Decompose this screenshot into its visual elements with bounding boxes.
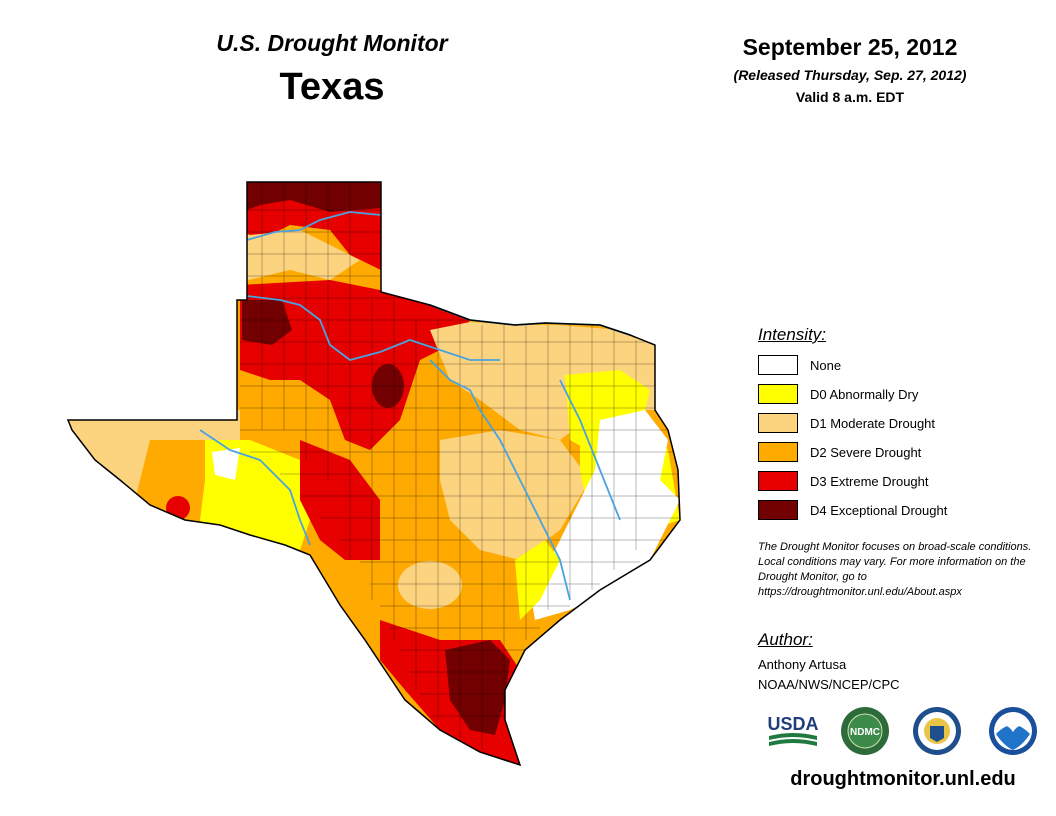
legend-label: None	[810, 357, 842, 373]
legend-label: D3 Extreme Drought	[810, 473, 929, 489]
trinity-river	[559, 379, 621, 521]
usda-logo-text: USDA	[767, 714, 818, 734]
legend-item-d3: D3 Extreme Drought	[758, 471, 929, 491]
texas-outline	[66, 181, 681, 767]
drought-d4-panhandle-north	[247, 182, 381, 212]
usda-logo: USDA	[767, 714, 819, 746]
drought-d3-edwards-plateau	[300, 440, 380, 560]
legend-item-none: None	[758, 355, 841, 375]
legend-label: D4 Exceptional Drought	[810, 502, 948, 518]
legend-label: D1 Moderate Drought	[810, 415, 936, 431]
legend-label: D0 Abnormally Dry	[810, 386, 919, 402]
disclaimer-note: The Drought Monitor focuses on broad-sca…	[758, 541, 1032, 598]
drought-d4-coastal-bend	[445, 640, 510, 735]
website-url: droughtmonitor.unl.edu	[790, 768, 1016, 790]
drought-d1-panhandle-band	[240, 230, 360, 282]
legend-title: Intensity:	[758, 325, 827, 344]
legend-swatch	[758, 500, 798, 520]
county-grid	[240, 182, 680, 750]
product-title: U.S. Drought Monitor	[216, 30, 448, 56]
legend-swatch	[758, 413, 798, 433]
brazos-river	[429, 359, 571, 601]
release-date: (Released Thursday, Sep. 27, 2012)	[733, 67, 967, 83]
ndmc-logo-text: NDMC	[850, 727, 880, 738]
texas-drought-map	[66, 181, 681, 767]
legend-label: D2 Severe Drought	[810, 444, 922, 460]
drought-d1-south-central	[398, 561, 462, 609]
legend-item-d2: D2 Severe Drought	[758, 442, 921, 462]
legend-swatch	[758, 384, 798, 404]
legend-swatch	[758, 471, 798, 491]
drought-none-west	[212, 448, 240, 480]
commerce-seal-icon	[913, 707, 961, 755]
drought-none-east-texas	[530, 410, 680, 620]
drought-d4-lubbock	[242, 300, 292, 345]
legend-item-d1: D1 Moderate Drought	[758, 413, 935, 433]
ndmc-logo: NDMC	[841, 707, 889, 755]
state-title: Texas	[279, 66, 385, 108]
rio-grande	[199, 429, 311, 546]
noaa-logo-icon	[989, 707, 1037, 755]
valid-time: Valid 8 a.m. EDT	[795, 89, 905, 105]
author-heading: Author:	[758, 630, 813, 649]
red-river	[246, 295, 500, 361]
legend-item-d4: D4 Exceptional Drought	[758, 500, 947, 520]
legend-item-d0: D0 Abnormally Dry	[758, 384, 918, 404]
drought-d1-central-east	[440, 430, 590, 560]
drought-d3-rolling-plains	[240, 280, 470, 450]
legend-swatch	[758, 442, 798, 462]
legend-swatch	[758, 355, 798, 375]
canadian-river	[246, 211, 382, 241]
map-date: September 25, 2012	[742, 34, 958, 60]
author-name: Anthony Artusa	[758, 657, 847, 672]
author-organization: NOAA/NWS/NCEP/CPC	[758, 677, 900, 692]
